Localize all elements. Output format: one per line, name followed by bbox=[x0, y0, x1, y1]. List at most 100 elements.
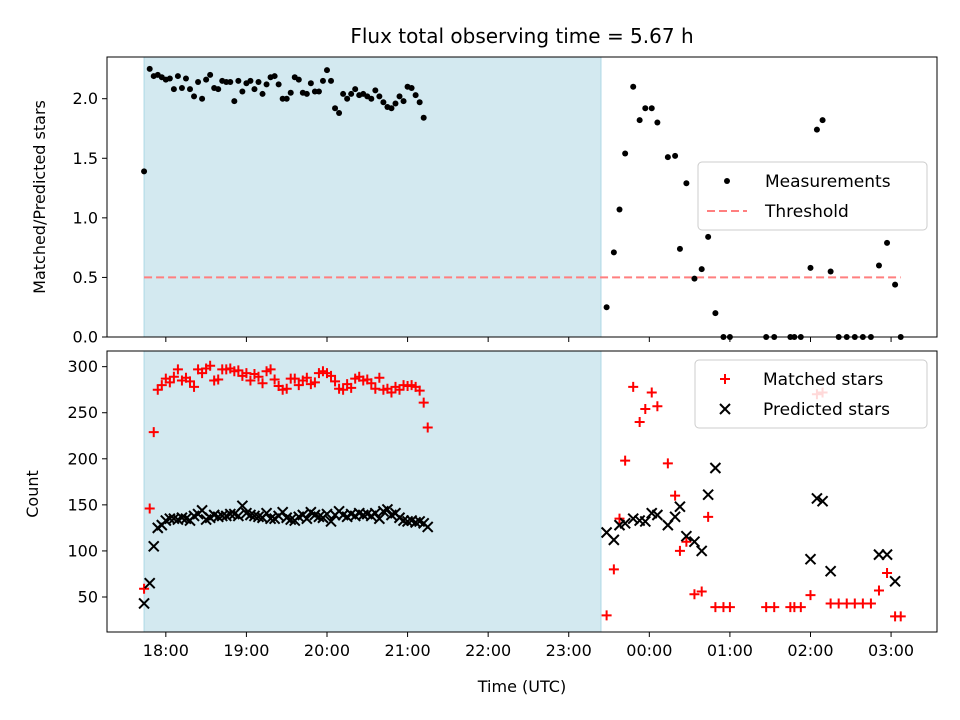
matched-point bbox=[289, 373, 300, 384]
predicted-point bbox=[824, 565, 837, 577]
measurement-point bbox=[182, 75, 189, 82]
matched-point bbox=[620, 455, 631, 466]
matched-point bbox=[386, 387, 397, 398]
shaded-span bbox=[143, 56, 602, 338]
measurement-point bbox=[396, 93, 403, 100]
predicted-point bbox=[688, 536, 701, 548]
predicted-point bbox=[176, 512, 188, 524]
y-tick-label: 200 bbox=[67, 449, 98, 468]
measurement-point bbox=[875, 262, 882, 269]
measurement-point bbox=[275, 81, 282, 88]
predicted-point bbox=[619, 517, 631, 529]
measurement-point bbox=[332, 105, 339, 112]
matched-point bbox=[366, 378, 377, 389]
matched-point bbox=[646, 387, 657, 398]
measurement-point bbox=[892, 281, 899, 288]
matched-point bbox=[148, 427, 159, 438]
measurement-point bbox=[141, 168, 148, 175]
measurement-point bbox=[630, 83, 637, 90]
measurement-point bbox=[416, 99, 423, 106]
measurement-point bbox=[712, 310, 719, 317]
matched-point bbox=[795, 602, 806, 613]
predicted-point bbox=[236, 500, 249, 512]
measurement-point bbox=[227, 79, 234, 86]
legend-threshold-label: Threshold bbox=[764, 202, 849, 222]
predicted-point bbox=[325, 515, 337, 528]
x-tick-label: 00:00 bbox=[626, 641, 672, 660]
y-tick-label: 100 bbox=[67, 541, 98, 560]
measurement-point bbox=[705, 233, 712, 240]
matched-point bbox=[172, 364, 183, 375]
measurement-point bbox=[603, 304, 610, 311]
measurement-point bbox=[239, 88, 246, 95]
axes-frame bbox=[106, 350, 938, 633]
measurement-point bbox=[303, 90, 310, 97]
measurement-point bbox=[336, 110, 343, 116]
bottom-panel: 50 100 150 200 250 300 18:00 19:00 20:00 21:00 22:… bbox=[67, 350, 938, 660]
measurement-point bbox=[263, 81, 270, 88]
y-axis-label-bottom: Count bbox=[23, 470, 42, 518]
matched-point bbox=[895, 611, 906, 622]
measurement-point bbox=[271, 73, 278, 80]
predicted-point bbox=[252, 511, 265, 523]
measurement-point bbox=[231, 98, 238, 105]
y-tick-label: 50 bbox=[78, 587, 98, 606]
matched-point bbox=[652, 401, 663, 412]
matched-point bbox=[873, 585, 884, 596]
predicted-point bbox=[260, 507, 273, 519]
predicted-point bbox=[301, 512, 313, 525]
predicted-point bbox=[889, 575, 901, 588]
measurement-point bbox=[352, 86, 359, 93]
y-tick-label: 0.0 bbox=[73, 328, 98, 347]
predicted-point bbox=[804, 553, 817, 565]
matched-point bbox=[865, 598, 876, 609]
legend-measurements-label: Measurements bbox=[765, 172, 891, 192]
predicted-point bbox=[695, 545, 708, 557]
predicted-point bbox=[285, 513, 297, 526]
measurement-point bbox=[207, 71, 214, 78]
axes-frame bbox=[106, 56, 938, 338]
measurement-point bbox=[676, 245, 683, 252]
matched-point bbox=[233, 365, 244, 376]
measurement-point bbox=[315, 88, 322, 95]
measurement-point bbox=[616, 206, 623, 213]
measurement-point bbox=[287, 89, 294, 96]
y-axis-label-top: Matched/Predicted stars bbox=[30, 100, 49, 294]
matched-point bbox=[245, 375, 256, 386]
matched-point bbox=[805, 590, 816, 601]
top-panel: 0.0 0.5 1.0 1.5 2.0 Measurements Threshold bbox=[73, 56, 938, 347]
matched-point bbox=[265, 364, 276, 375]
matched-point bbox=[189, 381, 200, 392]
matched-point bbox=[309, 377, 320, 388]
legend-predicted-label: Predicted stars bbox=[763, 400, 890, 420]
shaded-span bbox=[143, 350, 602, 633]
predicted-point bbox=[702, 489, 714, 501]
x-tick-label: 01:00 bbox=[707, 641, 753, 660]
predicted-point bbox=[639, 515, 651, 528]
matched-point bbox=[281, 383, 292, 394]
measurement-point bbox=[372, 87, 379, 94]
measurement-point bbox=[819, 117, 826, 124]
measurement-point bbox=[191, 93, 198, 100]
measurement-point bbox=[174, 73, 181, 80]
predicted-point bbox=[138, 597, 150, 610]
matched-point bbox=[164, 377, 175, 388]
measurement-point bbox=[648, 105, 655, 112]
predicted-point bbox=[709, 462, 722, 474]
x-tick-label: 23:00 bbox=[546, 641, 592, 660]
predicted-point bbox=[627, 512, 639, 525]
predicted-point bbox=[264, 512, 277, 525]
measurement-point bbox=[654, 119, 661, 126]
predicted-point bbox=[373, 512, 386, 525]
y-tick-label: 2.0 bbox=[73, 89, 98, 108]
x-tick-label: 03:00 bbox=[868, 641, 914, 660]
measurement-point bbox=[199, 95, 206, 102]
measurement-point bbox=[340, 90, 347, 97]
measurement-point bbox=[691, 275, 698, 282]
predicted-point bbox=[816, 495, 829, 507]
matched-point bbox=[670, 490, 681, 501]
measurement-point bbox=[376, 93, 383, 100]
matched-point bbox=[640, 404, 651, 415]
measurement-point bbox=[195, 79, 202, 86]
measurement-point bbox=[323, 67, 330, 74]
